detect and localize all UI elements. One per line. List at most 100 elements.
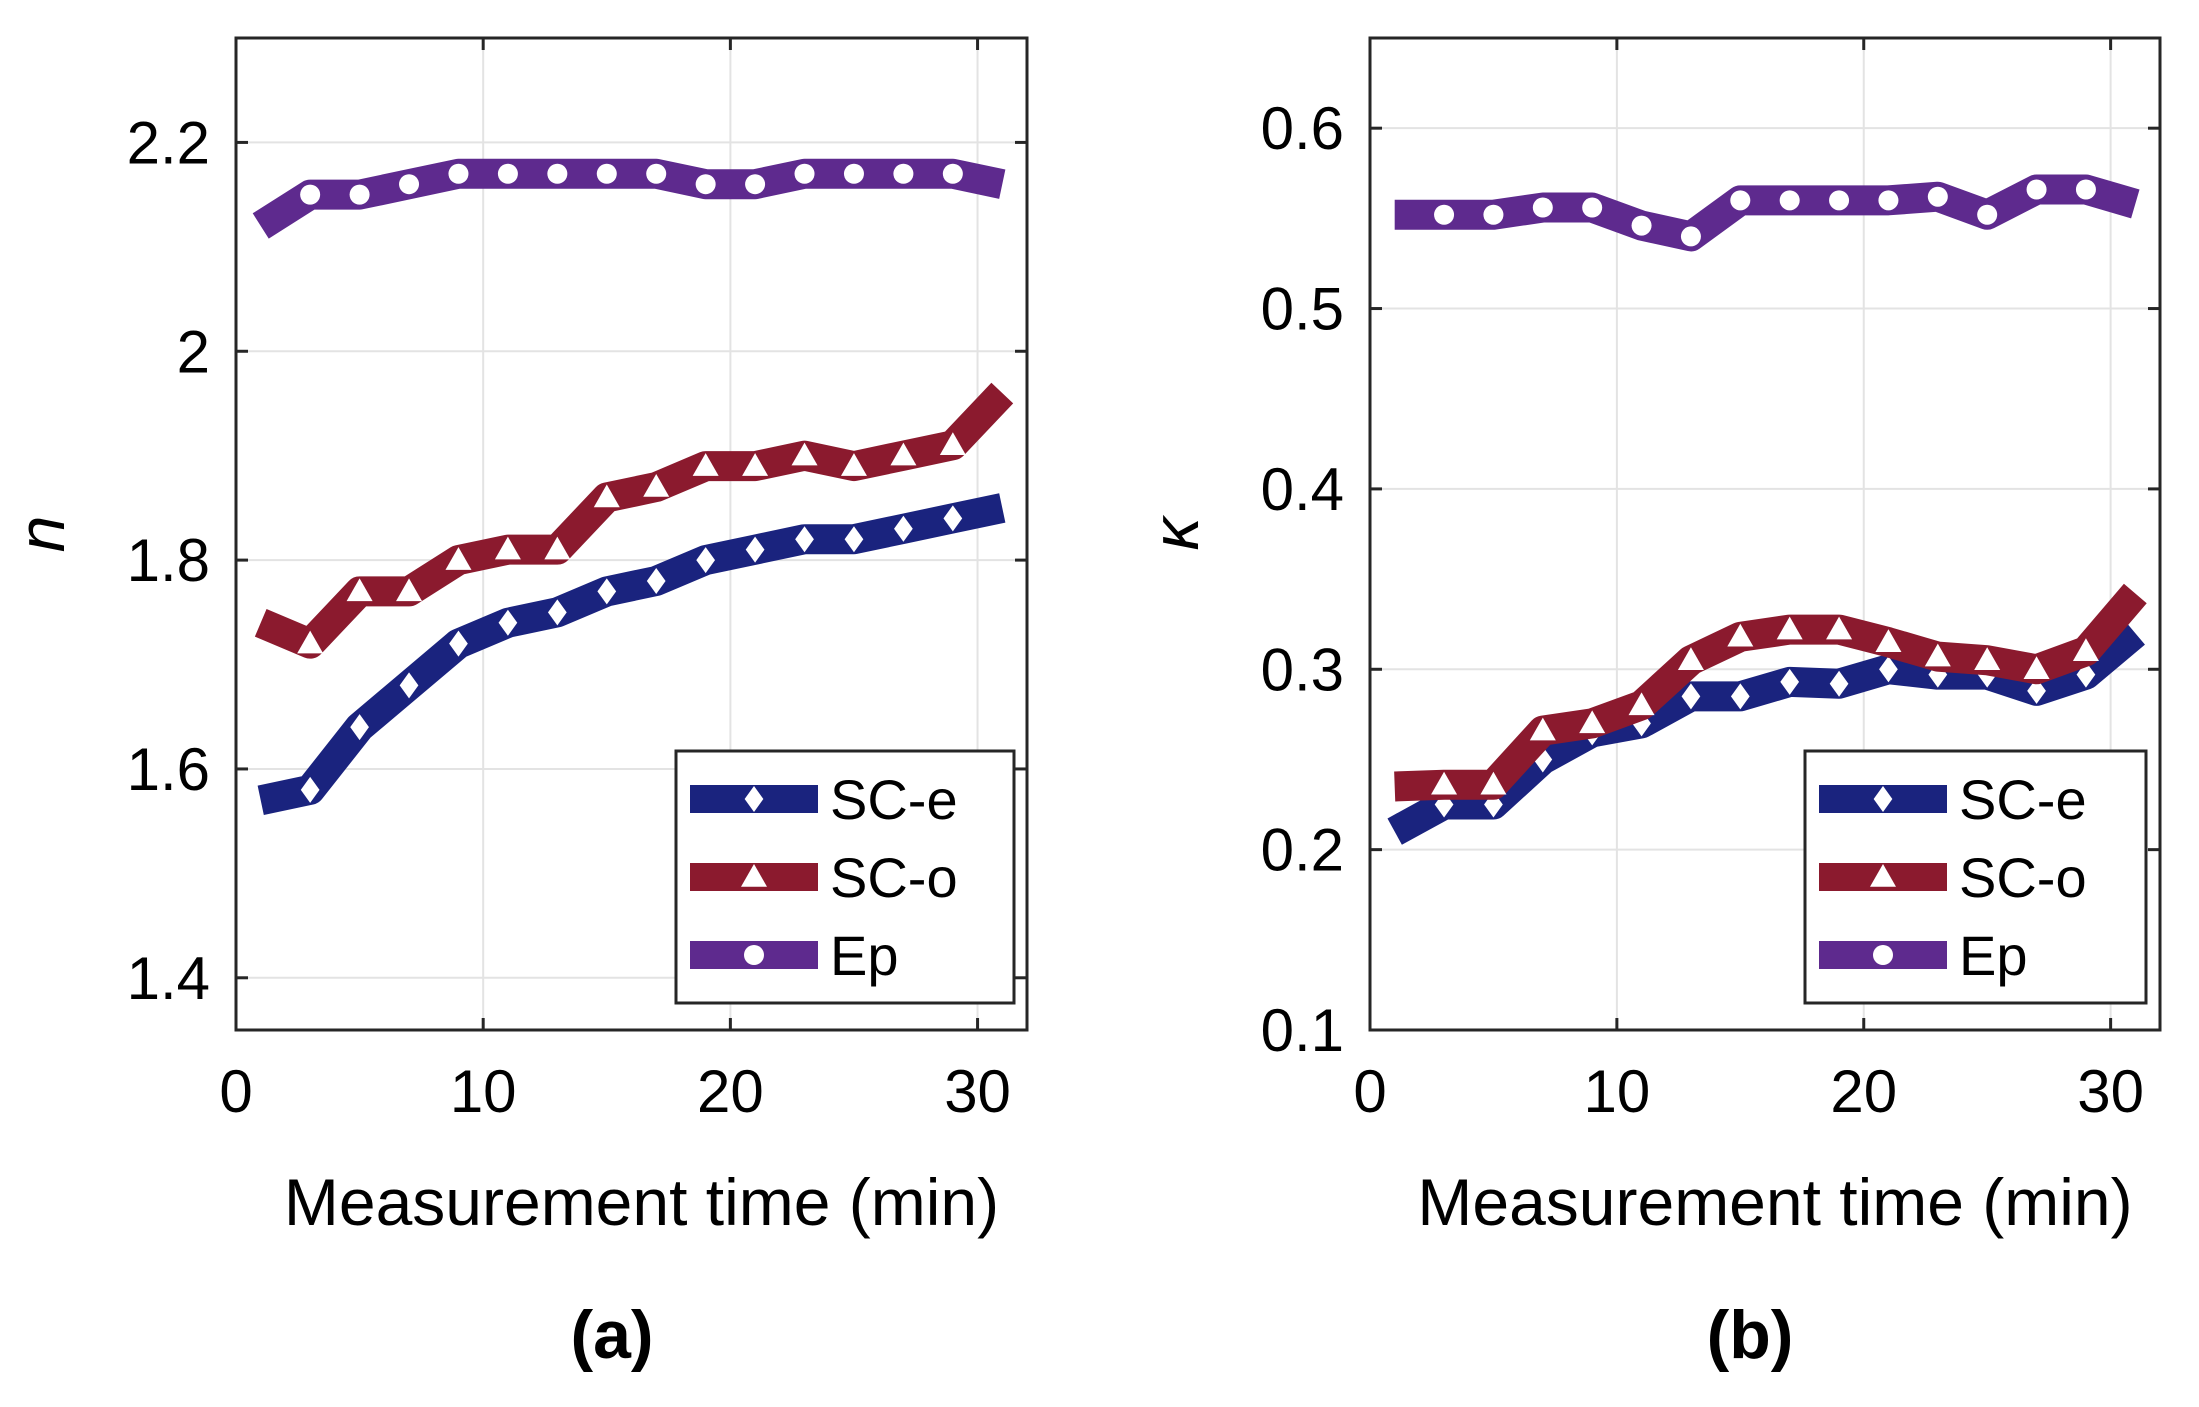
data-point-sc-e — [350, 714, 369, 741]
legend-label-sc-o: SC-o — [830, 846, 958, 909]
data-point-ep — [695, 174, 716, 195]
data-point-ep — [1730, 190, 1751, 211]
data-point-sc-e — [894, 515, 913, 542]
data-point-sc-o — [1826, 616, 1853, 640]
y-tick-label: 0.2 — [1261, 817, 1344, 884]
data-point-sc-o — [791, 442, 818, 466]
legend-label-sc-e: SC-e — [1959, 768, 2087, 831]
data-point-ep — [1829, 190, 1850, 211]
legend-marker-sc-o — [1870, 864, 1896, 887]
data-point-sc-e — [498, 609, 518, 636]
data-point-ep — [1977, 204, 1998, 225]
data-point-ep — [942, 163, 963, 184]
series-line-ep — [1394, 174, 2140, 252]
x-tick-label: 30 — [2077, 1058, 2144, 1125]
data-point-sc-e — [646, 567, 666, 594]
data-point-sc-o — [593, 484, 620, 508]
y-tick-label: 0.5 — [1261, 276, 1344, 343]
x-tick-label: 20 — [697, 1058, 764, 1125]
data-point-sc-e — [745, 536, 765, 563]
data-point-sc-o — [742, 453, 769, 476]
data-point-ep — [745, 174, 766, 195]
panel-label: (b) — [1707, 1297, 1794, 1373]
legend-label-sc-o: SC-o — [1959, 846, 2087, 909]
data-point-sc-e — [547, 599, 567, 626]
data-point-sc-e — [597, 578, 617, 605]
data-point-sc-o — [494, 536, 521, 560]
data-point-ep — [349, 184, 370, 205]
data-point-sc-o — [346, 578, 373, 602]
legend-label-sc-e: SC-e — [830, 768, 958, 831]
data-point-sc-o — [1529, 717, 1556, 741]
data-point-sc-o — [2072, 638, 2099, 661]
data-point-ep — [843, 163, 864, 184]
data-point-ep — [794, 163, 815, 184]
data-point-ep — [1927, 186, 1948, 207]
data-point-sc-e — [2076, 661, 2096, 688]
data-point-sc-o — [692, 453, 719, 476]
legend: SC-e SC-o Ep — [674, 749, 1016, 1005]
y-tick-label: 1.8 — [127, 527, 210, 594]
x-tick-label: 20 — [1830, 1058, 1897, 1125]
data-point-sc-o — [396, 578, 423, 602]
data-point-ep — [1582, 197, 1603, 218]
data-point-ep — [1878, 190, 1899, 211]
legend-marker-ep — [744, 945, 764, 965]
data-point-sc-o — [1776, 616, 1803, 640]
x-tick-label: 10 — [450, 1058, 517, 1125]
data-point-ep — [399, 174, 420, 195]
data-point-sc-o — [1579, 710, 1606, 734]
y-tick-label: 2.2 — [127, 109, 210, 176]
legend-label-ep: Ep — [1959, 924, 2028, 987]
series-line-sc-o — [1394, 583, 2147, 802]
data-point-sc-e — [1780, 668, 1800, 695]
data-point-ep — [1483, 204, 1504, 225]
x-tick-label: 0 — [1353, 1058, 1386, 1125]
legend-marker-sc-e — [744, 786, 764, 812]
data-point-sc-o — [840, 453, 867, 476]
data-point-sc-o — [445, 547, 472, 570]
data-point-sc-o — [643, 474, 670, 497]
data-point-sc-o — [1431, 771, 1458, 795]
y-tick-label: 0.3 — [1261, 636, 1344, 703]
panel-b: 0 10 20 30 0.1 0.2 0.3 0.4 0.5 0.6 Measurement tim… — [1138, 36, 2162, 1373]
y-tick-label: 1.4 — [127, 945, 210, 1012]
legend-marker-sc-o — [741, 864, 767, 887]
data-point-ep — [448, 163, 469, 184]
data-point-sc-e — [449, 630, 468, 657]
series-line-sc-e — [1387, 621, 2145, 845]
data-point-sc-o — [544, 536, 571, 560]
data-point-sc-o — [890, 442, 917, 466]
y-axis-label: κ — [1138, 515, 1212, 551]
data-point-sc-e — [300, 776, 320, 803]
data-point-sc-o — [939, 432, 966, 455]
legend: SC-e SC-o Ep — [1803, 749, 2148, 1005]
x-axis-label: Measurement time (min) — [1417, 1165, 2132, 1239]
x-tick-label: 0 — [219, 1058, 252, 1125]
series-line-ep — [252, 158, 1006, 239]
series-line-sc-e — [257, 493, 1006, 815]
data-point-sc-e — [943, 505, 963, 532]
series-line-sc-o — [254, 382, 1014, 659]
data-point-sc-e — [795, 526, 814, 553]
data-point-sc-o — [1480, 771, 1507, 795]
data-point-ep — [1434, 204, 1455, 225]
data-point-ep — [1779, 190, 1800, 211]
data-point-ep — [1532, 197, 1553, 218]
data-point-sc-e — [1730, 683, 1750, 710]
data-point-ep — [1631, 215, 1652, 236]
data-point-sc-e — [2027, 677, 2046, 704]
data-point-sc-e — [1829, 670, 1849, 697]
data-point-ep — [547, 163, 568, 184]
data-point-ep — [596, 163, 617, 184]
data-point-ep — [497, 163, 518, 184]
y-tick-label: 2 — [177, 318, 210, 385]
y-tick-label: 1.6 — [127, 736, 210, 803]
y-tick-label: 0.1 — [1261, 997, 1344, 1064]
legend-marker-sc-e — [1873, 786, 1893, 812]
x-tick-label: 10 — [1584, 1058, 1651, 1125]
data-point-sc-o — [1974, 647, 2001, 671]
data-point-sc-e — [399, 672, 419, 699]
data-point-sc-o — [2023, 656, 2050, 680]
